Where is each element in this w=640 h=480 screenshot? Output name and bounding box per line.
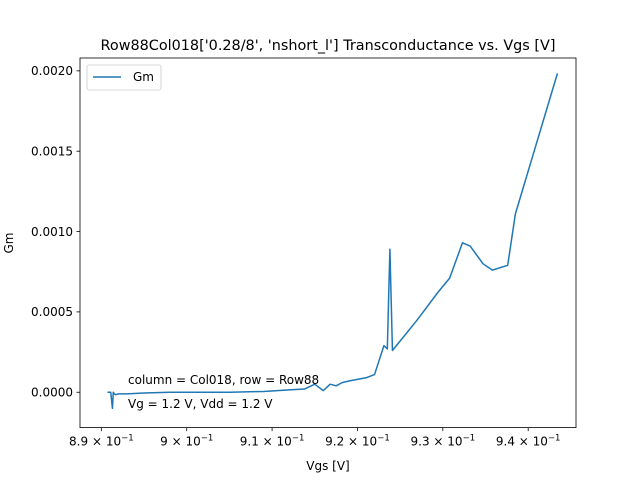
series-line-gm (107, 73, 559, 410)
y-tick-label: 0.0020 (31, 64, 73, 78)
x-tick-label: 9.2 × 10−1 (325, 434, 390, 449)
x-axis-label: Vgs [V] (306, 459, 349, 473)
plot-area-frame (79, 57, 577, 429)
legend-box (86, 64, 162, 91)
x-tick-label: 9 × 10−1 (160, 434, 213, 449)
y-tick-label: 0.0010 (31, 225, 73, 239)
y-tick-label: 0.0000 (31, 386, 73, 400)
legend: Gm (86, 64, 162, 91)
x-tick-label: 9.4 × 10−1 (496, 434, 561, 449)
y-axis-ticks: 0.0000 0.0005 0.0010 0.0015 0.0020 (31, 64, 80, 400)
chart-title: Row88Col018['0.28/8', 'nshort_l'] Transc… (101, 38, 556, 54)
x-tick-label: 9.1 × 10−1 (240, 434, 305, 449)
x-tick-label: 8.9 × 10−1 (69, 434, 134, 449)
series-layer (107, 73, 559, 410)
annotation-column-row: column = Col018, row = Row88 (128, 373, 319, 387)
legend-entry-gm: Gm (133, 70, 154, 84)
y-axis-label: Gm (2, 233, 16, 254)
y-tick-label: 0.0005 (31, 305, 73, 319)
annotation-voltages: Vg = 1.2 V, Vdd = 1.2 V (128, 397, 273, 411)
x-axis-ticks: 8.9 × 10−1 9 × 10−1 9.1 × 10−1 9.2 × 10−1 9.… (69, 427, 561, 449)
x-tick-label: 9.3 × 10−1 (411, 434, 476, 449)
y-tick-label: 0.0015 (31, 145, 73, 159)
